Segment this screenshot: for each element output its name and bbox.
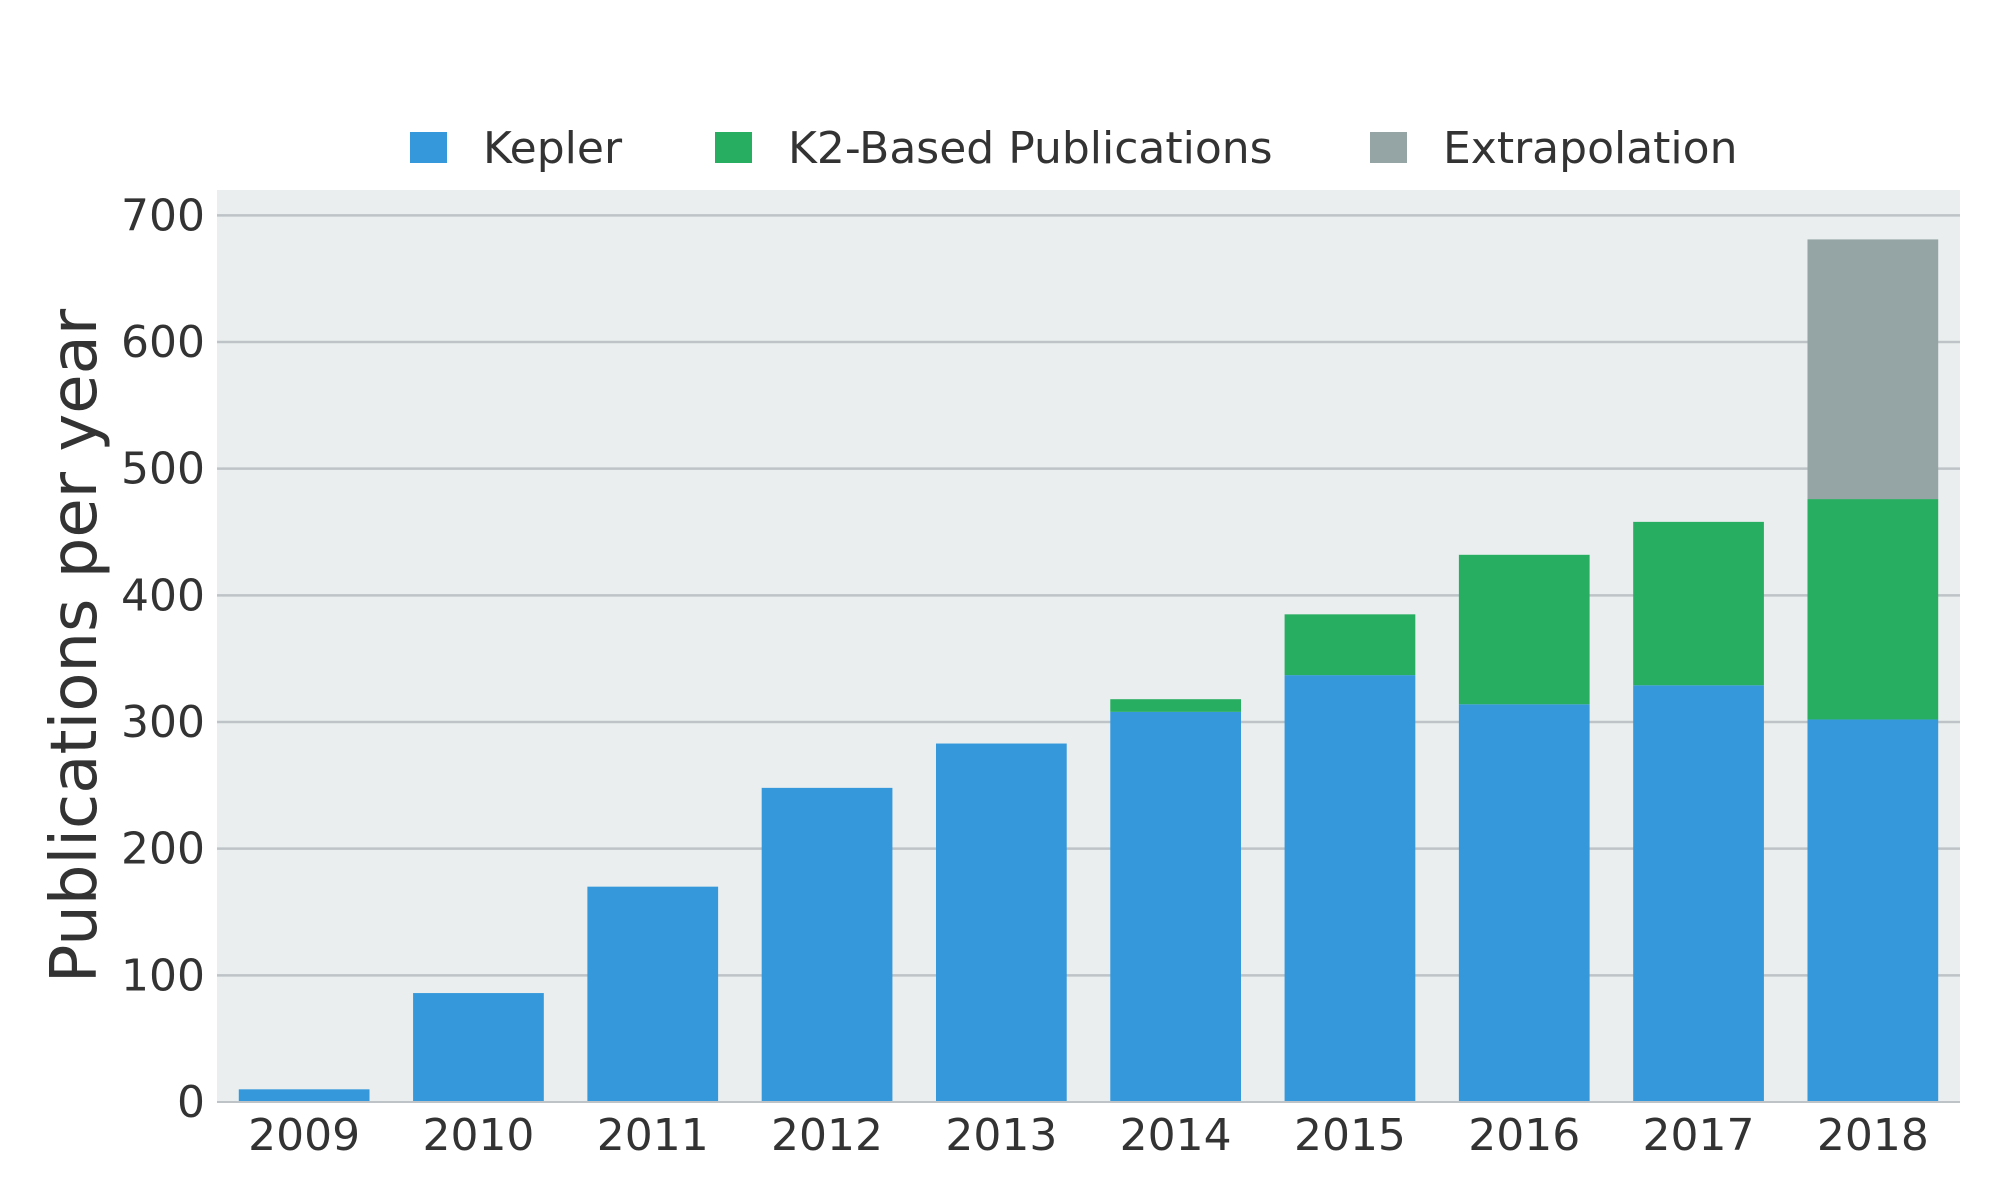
- x-tick-label: 2009: [248, 1110, 360, 1161]
- y-tick-label: 400: [121, 570, 205, 621]
- x-tick-label: 2018: [1817, 1110, 1929, 1161]
- bar-kepler-2017: [1633, 685, 1764, 1102]
- legend-label: K2-Based Publications: [788, 123, 1273, 174]
- x-tick-label: 2011: [597, 1110, 709, 1161]
- x-tick-label: 2014: [1120, 1110, 1232, 1161]
- legend: Kepler K2-Based Publications Extrapolation: [410, 123, 1737, 174]
- bar-kepler-2014: [1110, 711, 1242, 1102]
- y-tick-label: 300: [121, 697, 205, 748]
- legend-label: Extrapolation: [1443, 123, 1737, 174]
- bar-kepler-2018: [1807, 719, 1939, 1102]
- legend-swatch: [715, 132, 752, 163]
- bar-kepler-2010: [413, 993, 544, 1102]
- bar-kepler-2016: [1458, 704, 1590, 1102]
- legend-swatch: [1370, 132, 1407, 163]
- bar-k2-based-publications-2018: [1807, 499, 1939, 720]
- x-tick-label: 2013: [945, 1110, 1057, 1161]
- bar-k2-based-publications-2017: [1633, 521, 1764, 686]
- x-tick-label: 2017: [1643, 1110, 1755, 1161]
- y-tick-label: 0: [177, 1077, 205, 1128]
- bar-k2-based-publications-2014: [1110, 699, 1242, 712]
- y-tick-label: 600: [121, 317, 205, 368]
- x-tick-label: 2010: [422, 1110, 534, 1161]
- bar-kepler-2012: [761, 787, 893, 1102]
- bar-k2-based-publications-2015: [1284, 614, 1416, 676]
- bars: [238, 239, 1939, 1102]
- bar-kepler-2011: [587, 886, 719, 1102]
- bar-extrapolation-2018: [1807, 239, 1939, 500]
- x-tick-label: 2016: [1468, 1110, 1580, 1161]
- y-tick-label: 100: [121, 950, 205, 1001]
- bar-kepler-2013: [935, 743, 1067, 1102]
- legend-label: Kepler: [483, 123, 623, 174]
- bar-k2-based-publications-2016: [1458, 554, 1590, 705]
- x-tick-label: 2015: [1294, 1110, 1406, 1161]
- y-tick-label: 500: [121, 444, 205, 495]
- y-tick-labels: 0 100 200 300 400 500 600 700: [121, 190, 205, 1128]
- x-tick-label: 2012: [771, 1110, 883, 1161]
- bar-kepler-2015: [1284, 675, 1416, 1102]
- legend-swatch: [410, 132, 447, 163]
- bar-kepler-2009: [238, 1089, 370, 1102]
- y-axis-label: Publications per year: [38, 308, 112, 983]
- grid-lines: [217, 214, 1960, 977]
- y-tick-label: 700: [121, 190, 205, 241]
- y-tick-label: 200: [121, 824, 205, 875]
- x-tick-labels: 2009 2010 2011 2012 2013 2014 2015 2016 2017 2018: [248, 1110, 1929, 1161]
